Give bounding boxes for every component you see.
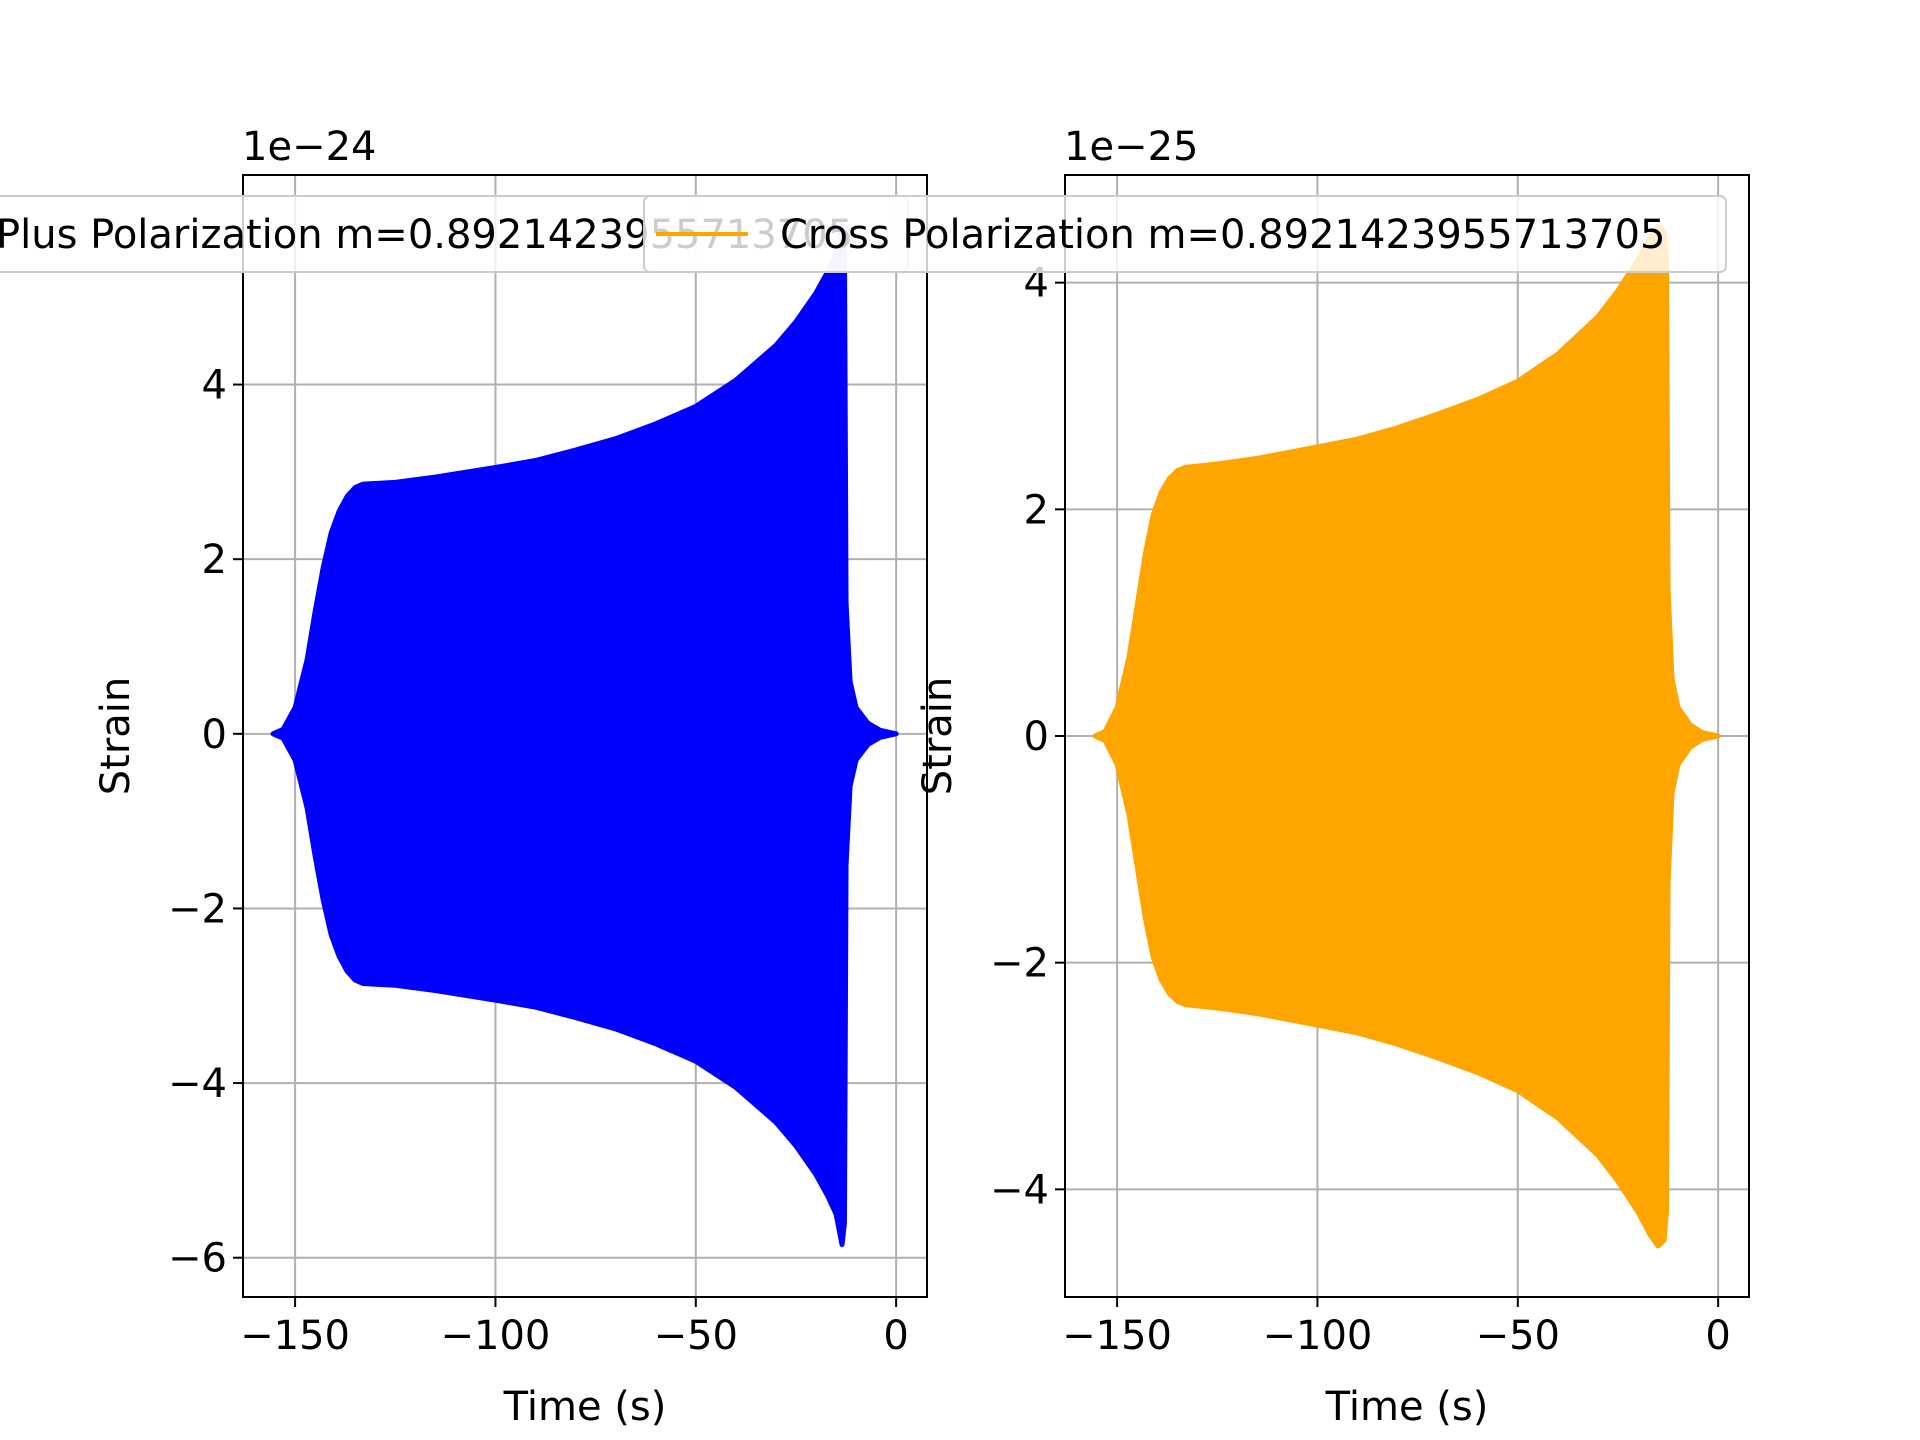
- y-tick-label: 2: [202, 537, 227, 583]
- x-tick-label: −150: [240, 1313, 350, 1359]
- x-tick-label: −150: [1062, 1313, 1172, 1359]
- y-axis-label: Strain: [915, 677, 961, 796]
- x-tick-label: 0: [883, 1313, 908, 1359]
- y-offset-text: 1e−25: [1064, 124, 1198, 170]
- y-tick-label: −4: [990, 1167, 1049, 1213]
- cross-polarization-legend: Cross Polarization m=0.8921423955713705: [644, 196, 1726, 272]
- y-tick-label: 0: [202, 712, 227, 758]
- y-tick-label: −4: [168, 1061, 227, 1107]
- y-tick-label: −2: [168, 886, 227, 932]
- y-axis-label: Strain: [93, 677, 139, 796]
- y-tick-label: −2: [990, 941, 1049, 987]
- x-tick-label: −50: [1476, 1313, 1560, 1359]
- y-tick-label: 2: [1024, 487, 1049, 533]
- legend-label: Cross Polarization m=0.8921423955713705: [780, 212, 1665, 258]
- y-tick-label: 0: [1024, 714, 1049, 760]
- y-offset-text: 1e−24: [242, 124, 376, 170]
- plus-polarization-plot: −150 −100 −50 0 −6 −4 −2 0 2 4 Time (s) Strain 1e−24: [93, 124, 927, 1430]
- x-axis-label: Time (s): [503, 1384, 667, 1430]
- x-tick-label: −50: [654, 1313, 738, 1359]
- x-tick-label: 0: [1705, 1313, 1730, 1359]
- x-axis-label: Time (s): [1325, 1384, 1489, 1430]
- y-tick-label: 4: [202, 363, 227, 409]
- x-tick-label: −100: [1263, 1313, 1373, 1359]
- y-tick-label: −6: [168, 1236, 227, 1282]
- x-tick-label: −100: [441, 1313, 551, 1359]
